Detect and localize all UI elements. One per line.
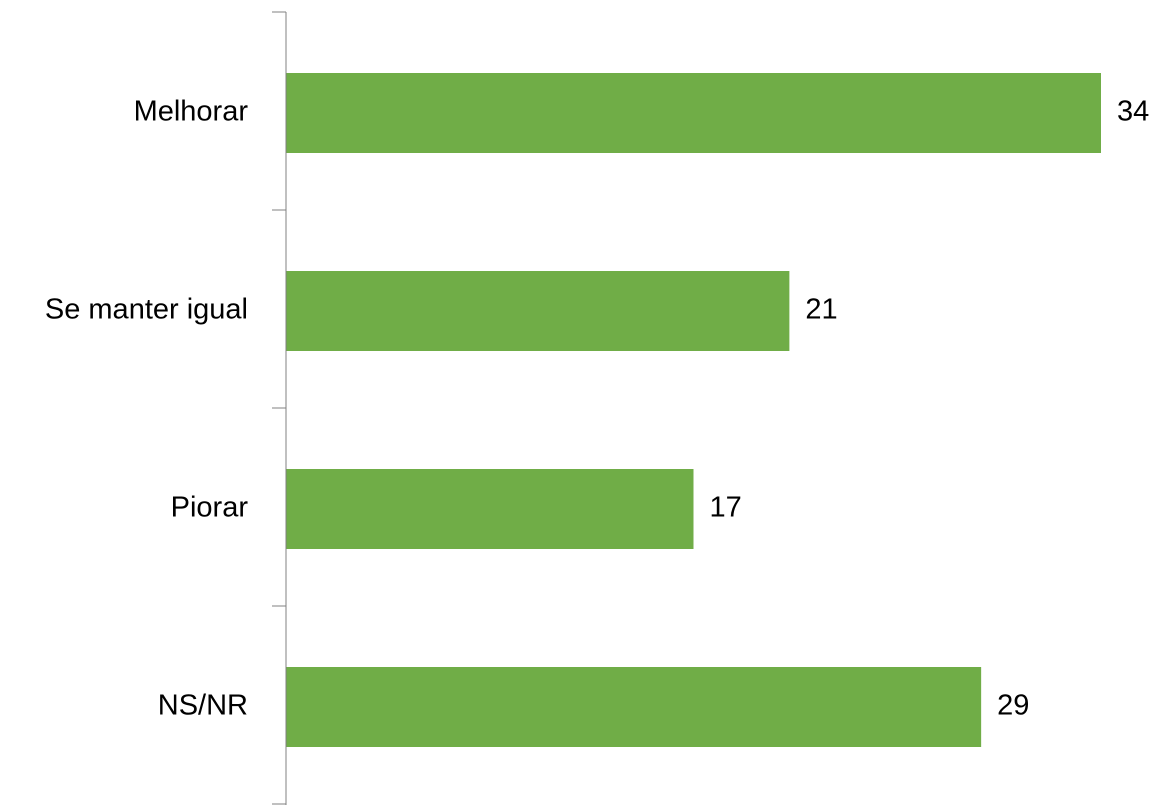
data-label-se-manter-igual: 21: [805, 294, 837, 326]
category-label-se-manter-igual: Se manter igual: [45, 294, 248, 326]
category-label-piorar: Piorar: [171, 492, 249, 524]
bar-se-manter-igual: [286, 271, 790, 351]
category-label-melhorar: Melhorar: [134, 96, 249, 128]
bar-ns-nr: [286, 667, 982, 747]
data-label-melhorar: 34: [1117, 96, 1149, 128]
category-labels-group: Melhorar Se manter igual Piorar NS/NR: [45, 96, 248, 722]
data-label-ns-nr: 29: [997, 690, 1029, 722]
data-label-piorar: 17: [710, 492, 742, 524]
bar-piorar: [286, 469, 694, 549]
data-labels-group: 34 21 17 29: [710, 96, 1150, 722]
bar-melhorar: [286, 73, 1101, 153]
bars-group: [286, 73, 1101, 747]
y-axis: [272, 11, 287, 805]
category-label-ns-nr: NS/NR: [158, 690, 248, 722]
